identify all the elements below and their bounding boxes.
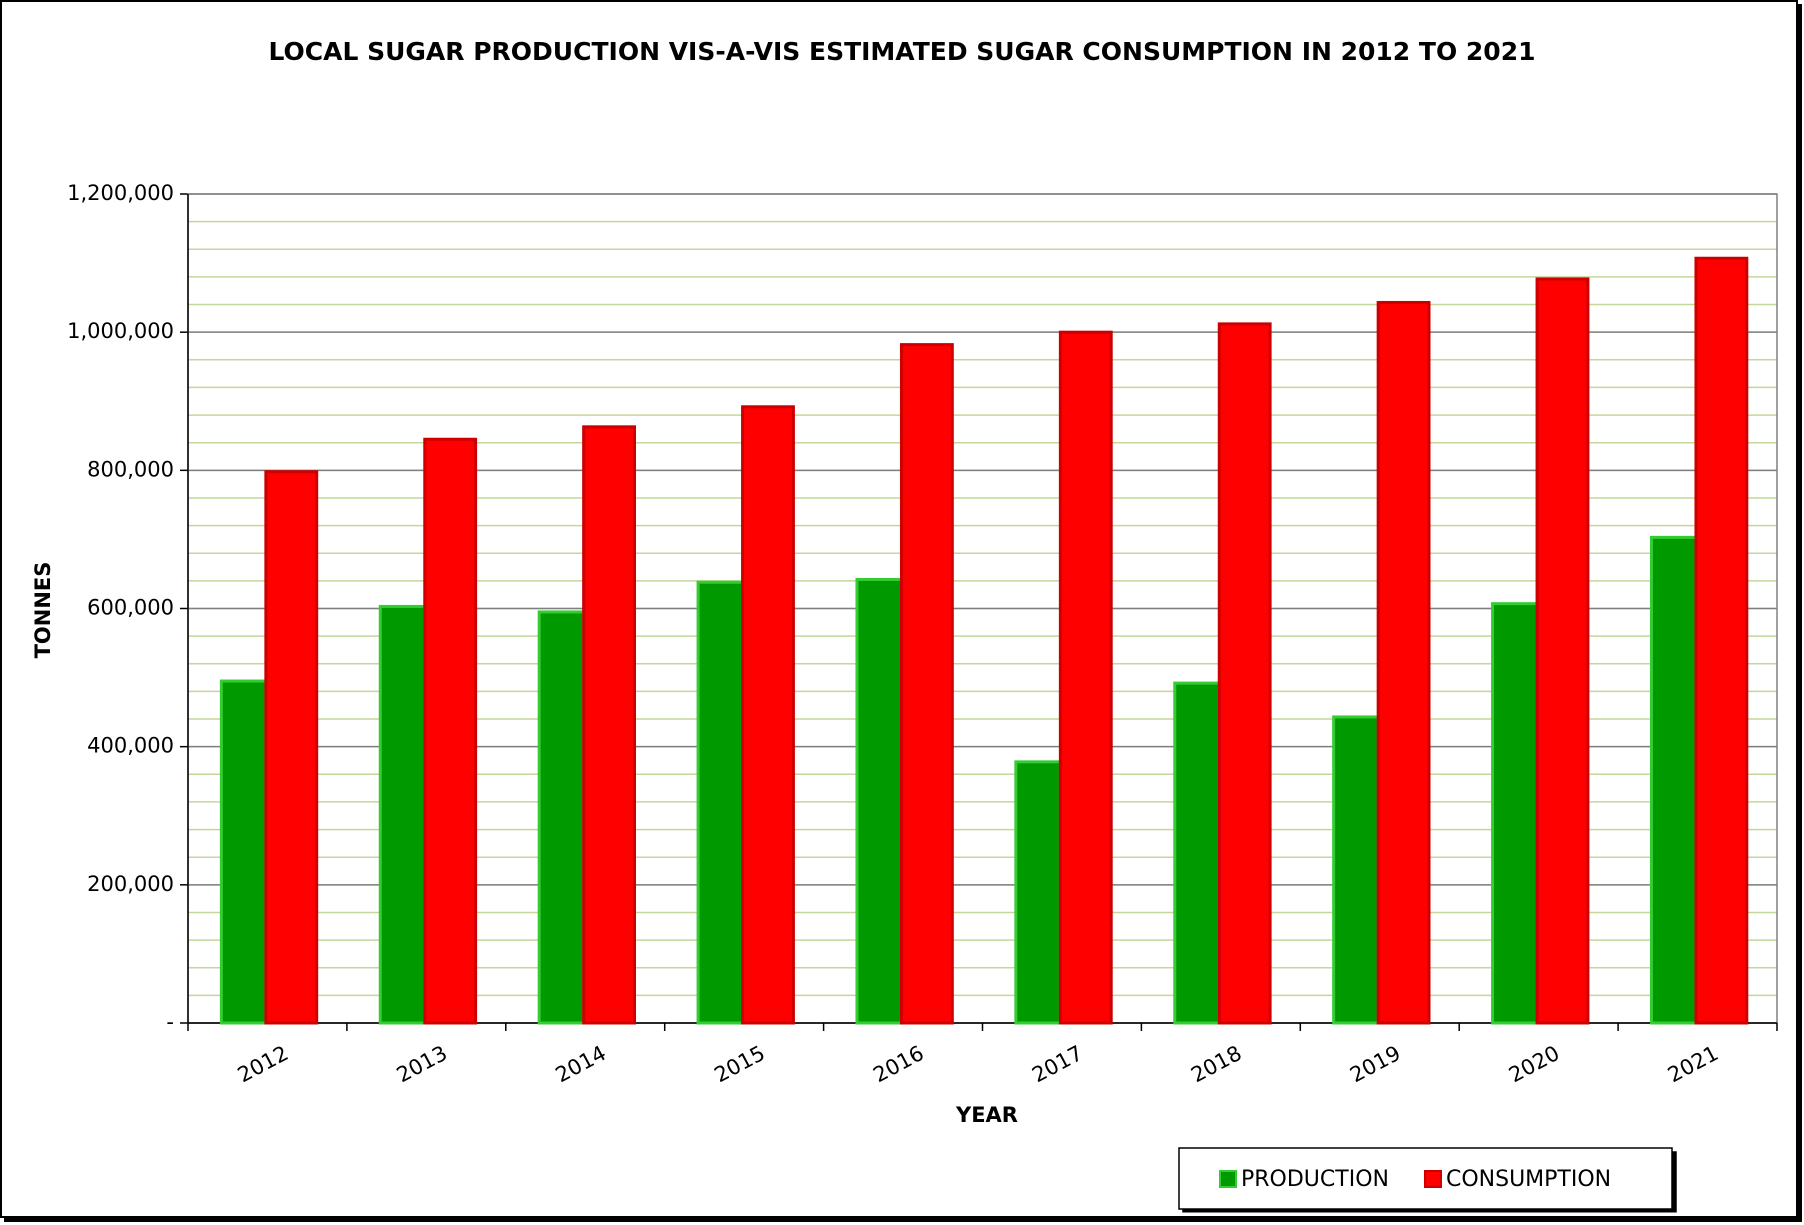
- y-tick-label: 800,000: [87, 457, 174, 481]
- bar: [264, 470, 319, 1025]
- bar: [741, 405, 795, 1025]
- bar: [219, 679, 268, 1025]
- x-axis-label: YEAR: [955, 1103, 1018, 1127]
- bar: [582, 425, 637, 1025]
- y-tick-label: 1,000,000: [67, 319, 174, 343]
- y-axis-label: TONNES: [31, 562, 55, 659]
- bar: [1694, 256, 1749, 1025]
- bar: [1535, 277, 1590, 1025]
- legend-swatch: [1423, 1170, 1442, 1188]
- bar: [899, 343, 954, 1025]
- y-tick-label: -: [166, 1010, 174, 1034]
- bar: [855, 577, 903, 1025]
- legend-label: PRODUCTION: [1241, 1167, 1389, 1192]
- legend-swatch: [1219, 1170, 1237, 1188]
- y-tick-label: 600,000: [87, 596, 174, 620]
- bar: [423, 437, 478, 1025]
- bar: [1376, 300, 1431, 1025]
- bar: [696, 580, 745, 1025]
- bar: [1173, 681, 1221, 1025]
- legend-label: CONSUMPTION: [1446, 1167, 1611, 1192]
- bar: [1058, 330, 1113, 1025]
- chart-title: LOCAL SUGAR PRODUCTION VIS-A-VIS ESTIMAT…: [268, 37, 1535, 66]
- legend: PRODUCTION CONSUMPTION: [1178, 1147, 1673, 1210]
- bar: [1014, 760, 1062, 1025]
- y-tick-label: 400,000: [87, 734, 174, 758]
- bar: [378, 604, 427, 1025]
- bar: [1649, 535, 1698, 1025]
- bar: [1491, 602, 1539, 1025]
- bar: [537, 610, 586, 1025]
- y-tick-label: 1,200,000: [67, 181, 174, 205]
- bar: [1332, 715, 1380, 1025]
- y-tick-label: 200,000: [87, 872, 174, 896]
- bar: [1217, 322, 1272, 1025]
